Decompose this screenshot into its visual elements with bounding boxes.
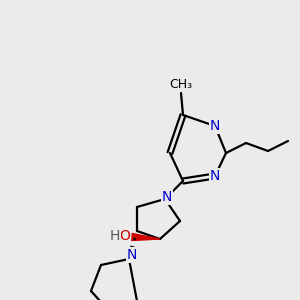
Text: CH₃: CH₃ <box>169 79 193 92</box>
Text: N: N <box>210 119 220 133</box>
Text: O: O <box>120 229 130 243</box>
Text: H: H <box>110 229 120 243</box>
Text: N: N <box>127 248 137 262</box>
Polygon shape <box>132 233 160 241</box>
Text: N: N <box>162 190 172 204</box>
Text: N: N <box>210 169 220 183</box>
